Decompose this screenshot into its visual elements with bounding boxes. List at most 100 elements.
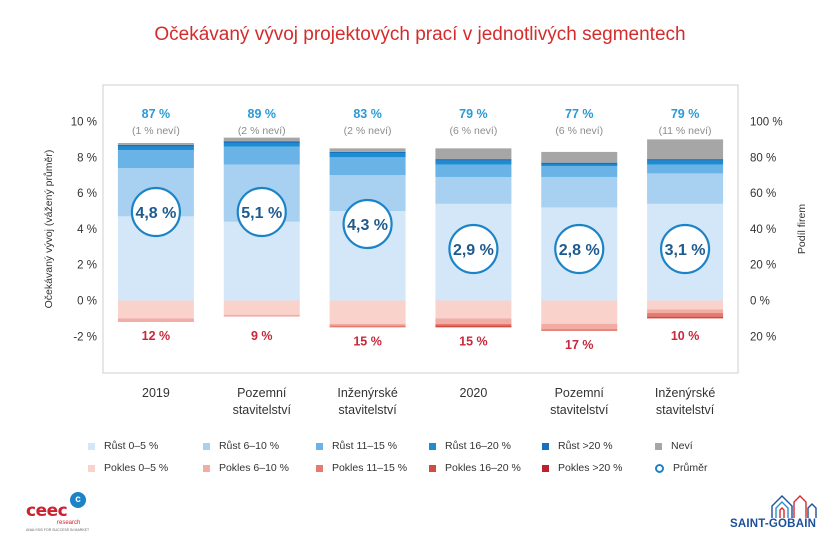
bar-segment <box>541 151 618 163</box>
growth-share-label: 79 % <box>459 107 488 121</box>
category-label: stavitelství <box>656 403 715 417</box>
average-marker <box>554 223 605 275</box>
bar-segment <box>117 142 194 145</box>
left-axis-tick: 10 % <box>71 117 97 129</box>
unknown-share-label: (2 % neví) <box>344 125 392 137</box>
legend-swatch <box>202 442 210 450</box>
average-value-label: 4,8 % <box>135 205 176 222</box>
legend-label: Růst 11–15 % <box>331 440 398 452</box>
bar-segment <box>647 316 724 319</box>
bar-segment <box>435 318 512 324</box>
right-axis-tick: 40 % <box>750 224 776 236</box>
unknown-share-label: (2 % neví) <box>238 125 286 137</box>
ceec-disc-icon: c <box>70 492 86 508</box>
legend-label: Pokles 16–20 % <box>444 462 521 474</box>
legend-item: Růst 16–20 % <box>428 440 542 452</box>
legend-swatch <box>315 442 323 450</box>
legend-item: Růst 0–5 % <box>88 440 203 452</box>
legend-label: Průměr <box>673 462 708 474</box>
category-label: Pozemní <box>237 386 287 400</box>
right-axis-label: Podíl firem <box>796 204 808 254</box>
legend-label: Růst >20 % <box>558 440 613 452</box>
average-value-label: 2,8 % <box>559 242 600 259</box>
average-marker <box>659 223 711 275</box>
decline-share-label: 17 % <box>565 338 594 352</box>
bar-segment <box>223 146 300 165</box>
saint-gobain-arch-icon <box>771 495 817 518</box>
bar-segment <box>329 151 406 154</box>
ceec-logo-tagline: ANALYSIS FOR SUCCESS IN MARKET <box>26 528 90 532</box>
bar-segment <box>647 173 724 204</box>
bar-segment <box>223 137 300 142</box>
right-axis-tick: 80 % <box>750 152 776 164</box>
legend-swatch <box>542 464 549 472</box>
stacked-bar-chart: -2 % 0 % 2 % 4 % 6 % 8 % 10 % 20 % 0 % 20 % 40 % 60… <box>43 84 808 417</box>
saint-gobain-logo-text: SAINT-GOBAIN <box>730 518 817 530</box>
bar-segment <box>329 157 406 176</box>
legend-swatch <box>655 442 663 450</box>
left-axis-tick: 0 % <box>77 296 97 308</box>
legend-swatch <box>542 442 549 450</box>
decline-share-label: 15 % <box>353 334 382 348</box>
legend-label: Pokles 0–5 % <box>104 462 169 474</box>
legend-swatch <box>202 464 210 472</box>
left-axis-tick: -2 % <box>73 331 97 343</box>
legend-label: Pokles 11–15 % <box>331 462 408 474</box>
chart-title: Očekávaný vývoj projektových prací v jed… <box>154 24 686 45</box>
bar-segment <box>329 325 406 328</box>
saint-gobain-logo: SAINT-GOBAIN <box>730 492 820 536</box>
growth-share-label: 83 % <box>353 107 382 121</box>
legend-swatch <box>428 442 436 450</box>
decline-share-label: 12 % <box>142 329 171 343</box>
legend-swatch <box>315 464 323 472</box>
legend-row-decline: Pokles 0–5 % Pokles 6–10 % Pokles 11–15 % P… <box>88 457 768 479</box>
average-marker <box>130 186 182 238</box>
legend-label: Pokles 6–10 % <box>218 462 289 474</box>
bar-segment <box>435 159 512 161</box>
ceec-research-logo: ceec c research ANALYSIS FOR SUCCESS IN … <box>26 492 96 532</box>
bar-segment <box>117 318 194 322</box>
unknown-share-label: (6 % neví) <box>449 125 497 137</box>
bar-segment <box>435 164 512 177</box>
legend: Růst 0–5 % Růst 6–10 % Růst 11–15 % Růst 16… <box>88 435 768 479</box>
bar-segment <box>647 139 724 160</box>
bar-segment <box>117 146 194 151</box>
decline-share-label: 15 % <box>459 334 488 348</box>
legend-label: Pokles >20 % <box>558 462 623 474</box>
ceec-logo-text: ceec <box>26 501 68 521</box>
left-axis-label: Očekávaný vývoj (vážený průměr) <box>43 150 55 309</box>
bar-segment <box>647 309 724 314</box>
category-label: 2020 <box>460 386 488 400</box>
growth-share-label: 77 % <box>565 107 594 121</box>
bar-segment <box>647 160 724 165</box>
decline-share-label: 9 % <box>251 329 273 343</box>
right-axis-tick: 60 % <box>750 188 776 200</box>
plot-frame <box>102 84 739 374</box>
legend-label: Růst 0–5 % <box>104 440 159 452</box>
average-value-label: 2,9 % <box>453 242 494 259</box>
category-label: Pozemní <box>555 386 605 400</box>
legend-item: Průměr <box>655 462 768 474</box>
bar-segment <box>223 142 300 147</box>
bar-segment <box>647 164 724 174</box>
left-axis-tick: 4 % <box>77 224 97 236</box>
legend-label: Růst 16–20 % <box>444 440 511 452</box>
legend-label: Růst 6–10 % <box>218 440 280 452</box>
bar-segment <box>541 176 618 208</box>
legend-item: Neví <box>655 440 768 452</box>
category-label: Inženýrské <box>337 386 397 400</box>
bar-segment <box>329 323 406 326</box>
left-axis-tick: 8 % <box>77 152 97 164</box>
growth-share-label: 87 % <box>142 107 171 121</box>
category-label: stavitelství <box>338 403 397 417</box>
legend-item: Pokles 11–15 % <box>315 462 429 474</box>
right-axis-tick: 100 % <box>750 117 783 129</box>
bar-segment <box>329 148 406 152</box>
right-axis-tick: 0 % <box>750 296 770 308</box>
legend-item: Pokles >20 % <box>542 462 655 474</box>
bar-segment <box>329 300 406 324</box>
unknown-share-label: (1 % neví) <box>132 125 180 137</box>
unknown-share-label: (6 % neví) <box>555 125 603 137</box>
category-label: Inženýrské <box>655 386 715 400</box>
category-label: stavitelství <box>233 403 292 417</box>
